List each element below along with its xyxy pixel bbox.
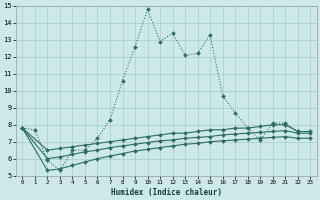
- X-axis label: Humidex (Indice chaleur): Humidex (Indice chaleur): [111, 188, 222, 197]
